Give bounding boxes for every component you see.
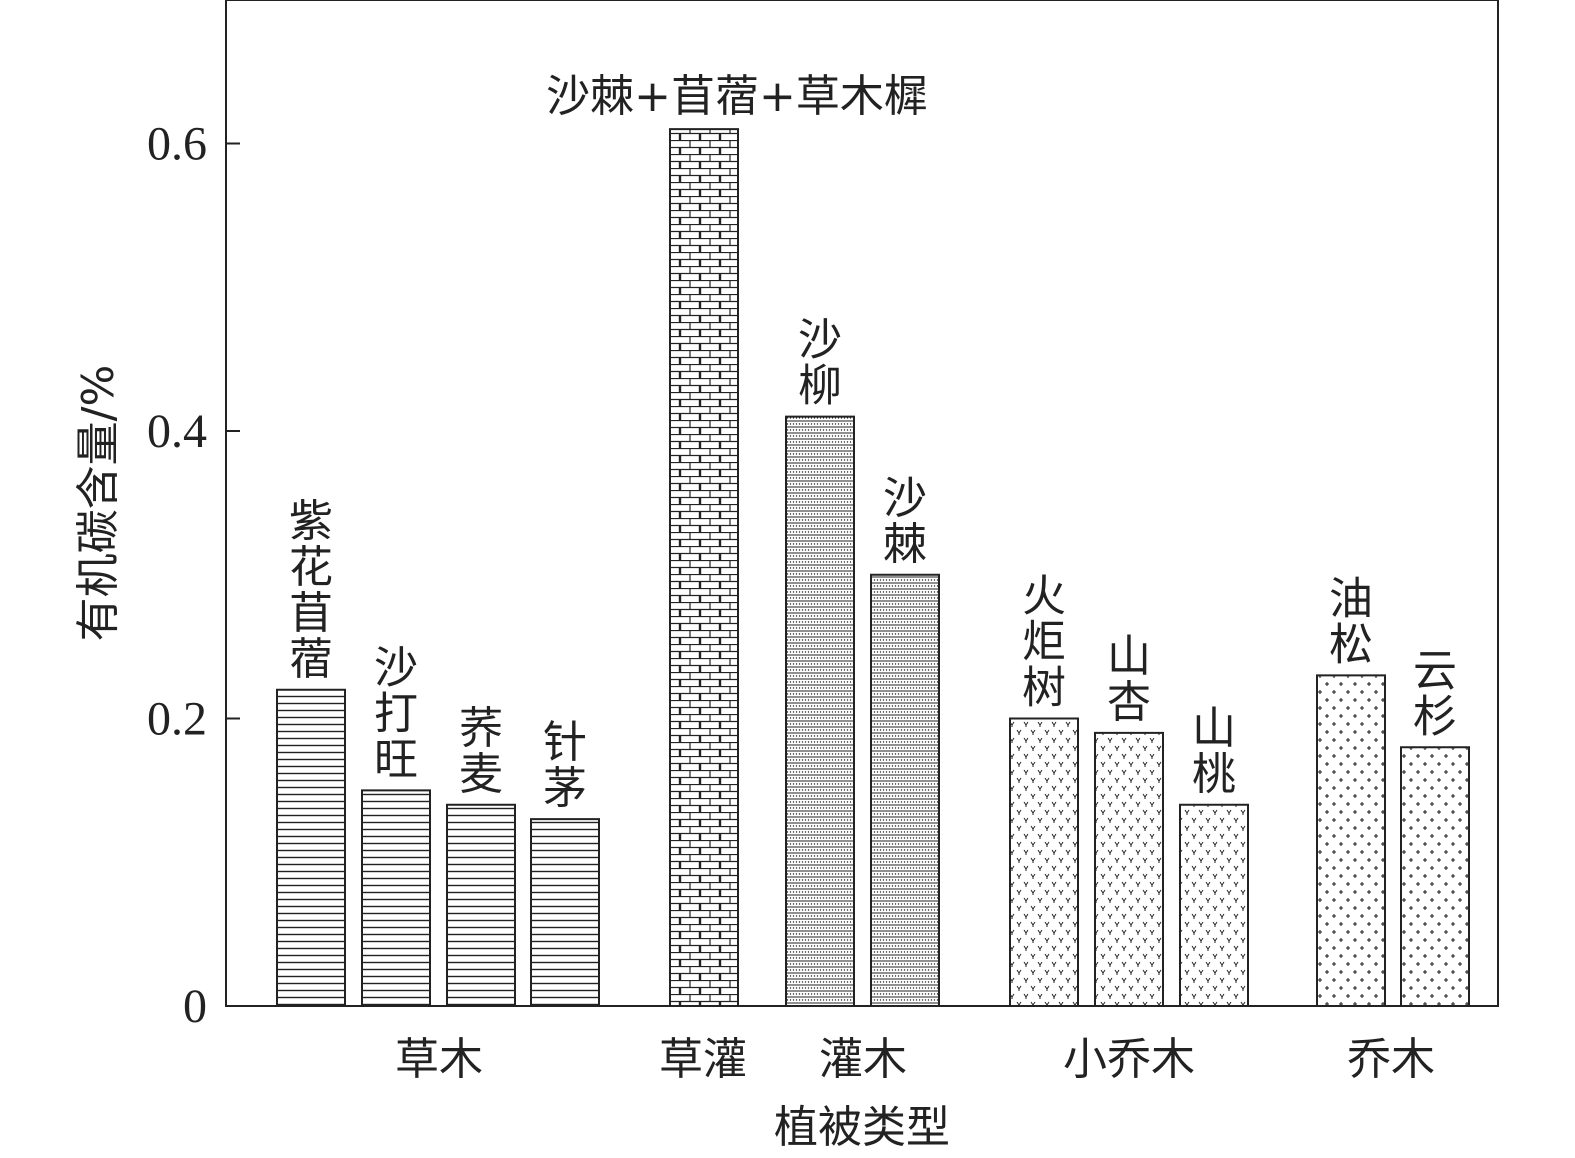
bar [1179, 803, 1249, 1007]
group-label: 小乔木 [1063, 1034, 1195, 1085]
group-label: 草灌 [659, 1034, 747, 1085]
bar [1400, 746, 1470, 1007]
group-label: 草木 [395, 1034, 483, 1085]
bar-label: 沙棘 [883, 473, 927, 570]
bar [446, 803, 516, 1007]
y-tick-label: 0.2 [147, 693, 207, 746]
bar [1009, 717, 1079, 1007]
bar [669, 128, 739, 1007]
bar [1094, 731, 1164, 1007]
bar-label: 沙棘+苜蓿+草木樨 [546, 71, 928, 122]
bar-label: 山桃 [1192, 703, 1236, 800]
bar-label: 火炬树 [1022, 571, 1066, 714]
group-label: 乔木 [1347, 1034, 1435, 1085]
bar [276, 688, 346, 1007]
x-axis-label: 植被类型 [774, 1102, 950, 1153]
y-tick-label: 0 [183, 980, 207, 1033]
bar [1316, 674, 1386, 1007]
y-tick-label: 0.4 [147, 405, 207, 458]
bar-label: 沙柳 [798, 315, 842, 412]
bar-label: 云杉 [1413, 645, 1457, 742]
bar-label: 油松 [1329, 573, 1373, 670]
bar [361, 789, 431, 1007]
bar-label: 荞麦 [459, 703, 503, 800]
x-axis: 草木 草灌 灌木 小乔木 乔木 [395, 1034, 1435, 1085]
y-axis: 0 0.2 0.4 0.6 [147, 118, 240, 1033]
bar-label: 紫花苜蓿 [289, 496, 333, 685]
bar-label: 针茅 [543, 717, 587, 814]
bar-label: 沙打旺 [374, 642, 418, 785]
plot-frame [225, 0, 1499, 1007]
bar [785, 415, 855, 1007]
bar [870, 573, 940, 1007]
y-tick-label: 0.6 [147, 118, 207, 171]
y-axis-label: 有机碳含量/% [73, 365, 124, 642]
group-label: 灌木 [819, 1034, 907, 1085]
bar [530, 818, 600, 1007]
bar-label: 山杏 [1107, 631, 1151, 728]
